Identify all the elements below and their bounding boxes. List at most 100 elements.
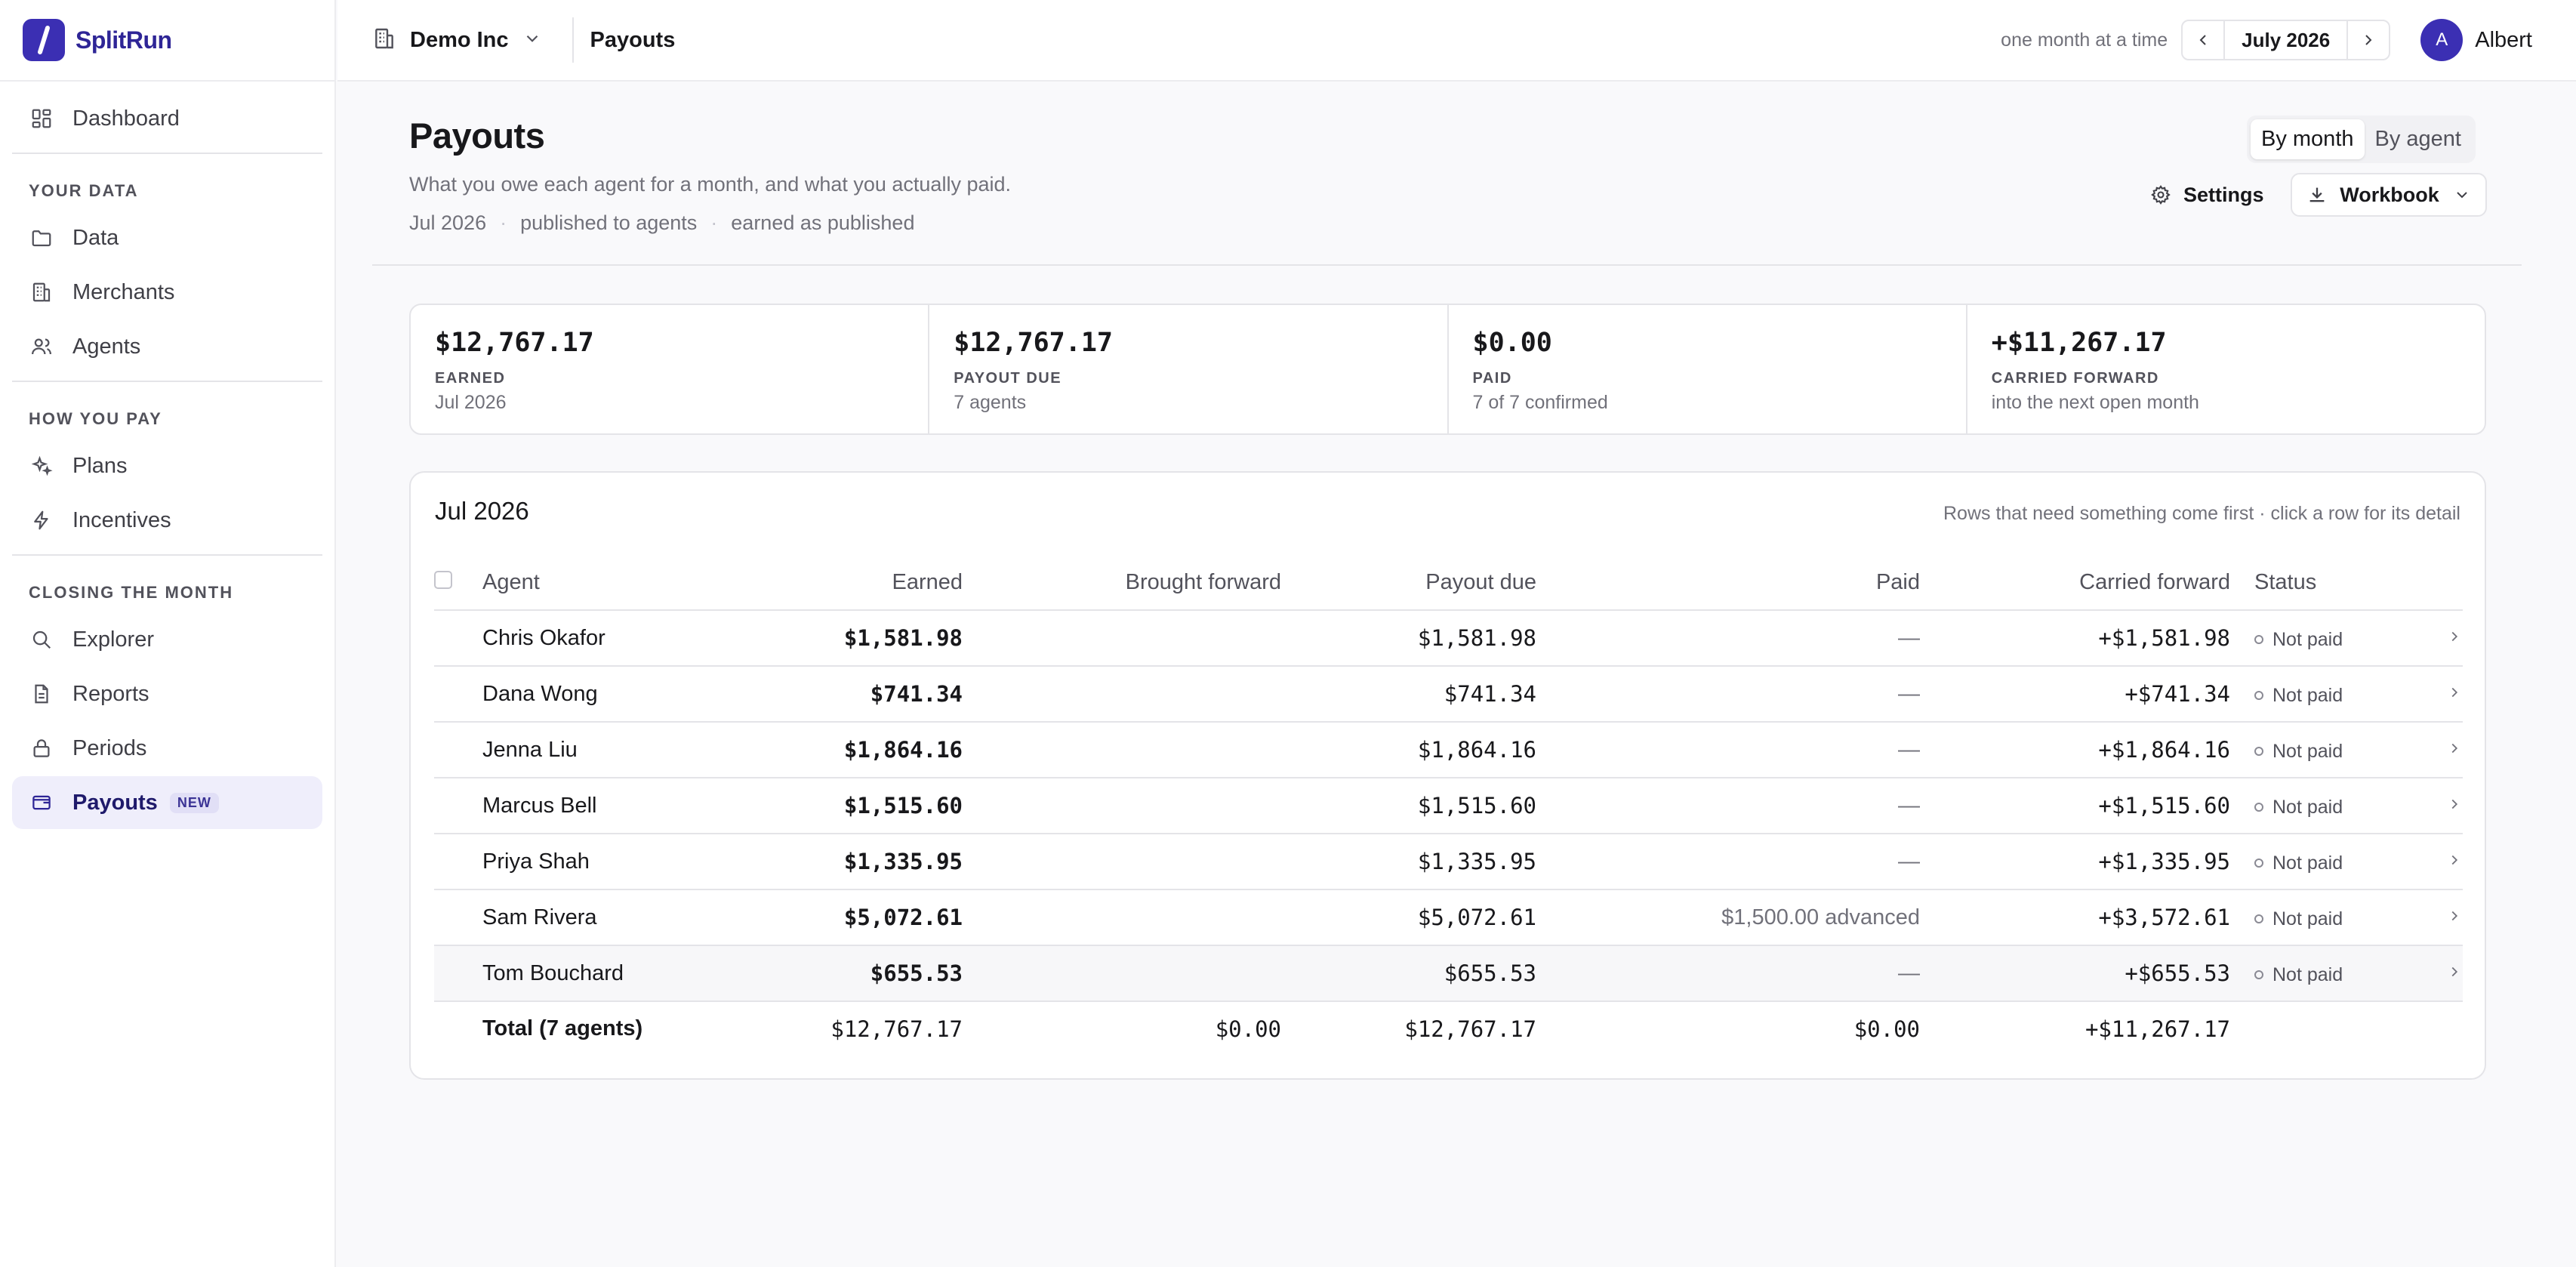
column-header-agent[interactable]: Agent [482,556,709,611]
org-switcher[interactable]: Demo Inc [337,0,542,80]
brand-logo-icon [23,19,65,61]
sidebar-item-merchants[interactable]: Merchants [12,266,322,319]
status-badge: Not paid [2254,797,2343,818]
table-row[interactable]: Marcus Bell $1,515.60 $1,515.60— +$1,515.60… [434,778,2463,834]
page-subtitle: What you owe each agent for a month, and… [409,173,1011,196]
status-dot-icon [2254,859,2263,868]
brand-name: SplitRun [75,26,172,54]
avatar[interactable]: A [2420,19,2464,61]
brand[interactable]: SplitRun [0,0,334,82]
payouts-table-card: Jul 2026 Rows that need something come f… [409,471,2486,1080]
sidebar-item-periods[interactable]: Periods [12,722,322,775]
row-open-cell[interactable] [2430,834,2463,890]
row-select-cell [434,889,482,946]
sidebar-nav: Dashboard YOUR DATA Data Merchants Agent… [0,82,334,829]
row-open-cell[interactable] [2430,722,2463,778]
chevron-right-icon [2451,966,2458,976]
status-badge: Not paid [2254,741,2343,763]
cell-status: Not paid [2230,610,2430,667]
select-all-cell [434,556,482,611]
previous-period-button[interactable] [2183,21,2223,59]
stat-label: PAYOUT DUE [954,370,1062,387]
sidebar-item-label: Merchants [72,279,175,304]
sidebar-item-plans[interactable]: Plans [12,439,322,492]
cell-status: Not paid [2230,834,2430,890]
cell-brought-forward [963,666,1281,723]
table-hint: Rows that need something come first · cl… [1943,503,2460,524]
cell-earned: $1,515.60 [709,778,963,834]
nav-section-title: YOUR DATA [29,181,139,200]
cell-status: Not paid [2230,945,2430,1002]
column-header-earned[interactable]: Earned [709,556,963,611]
sparkles-icon [29,453,54,479]
cell-brought-forward [963,778,1281,834]
period-label[interactable]: July 2026 [2223,21,2349,59]
column-header-status[interactable]: Status [2230,556,2430,611]
payouts-table: Agent Earned Brought forward Payout due … [434,556,2463,1056]
lock-icon [29,735,54,761]
new-badge: NEW [169,792,219,813]
cell-earned: $1,864.16 [709,722,963,778]
status-dot-icon [2254,970,2263,980]
select-all-checkbox[interactable] [434,571,452,589]
column-header-brought-forward[interactable]: Brought forward [963,556,1281,611]
sidebar-item-label: Dashboard [72,106,180,131]
settings-button[interactable]: Settings [2150,175,2264,214]
status-label: Not paid [2272,740,2343,762]
column-header-carried-forward[interactable]: Carried forward [1920,556,2230,611]
cell-paid: $1,500.00 advanced [1536,889,1920,946]
cell-earned: $5,072.61 [709,889,963,946]
stat-label: EARNED [435,370,506,387]
row-open-cell[interactable] [2430,889,2463,946]
user-name[interactable]: Albert [2475,27,2532,52]
status-badge: Not paid [2254,908,2343,930]
chevron-right-icon [2451,799,2458,809]
table-row[interactable]: Chris Okafor $1,581.98 $1,581.98— +$1,581.9… [434,610,2463,667]
table-row[interactable]: Dana Wong $741.34 $741.34— +$741.34 Not paid [434,666,2463,723]
cell-earned: $1,335.95 [709,834,963,890]
cell-agent: Sam Rivera [482,889,709,946]
table-row[interactable]: Priya Shah $1,335.95 $1,335.95— +$1,335.95 N… [434,834,2463,890]
column-header-payout-due[interactable]: Payout due [1281,556,1536,611]
stat-note: Jul 2026 [435,392,507,413]
sidebar-item-agents[interactable]: Agents [12,320,322,373]
stat-label: PAID [1472,370,1512,387]
cell-payout-due: $1,864.16 [1281,722,1536,778]
sidebar-item-payouts[interactable]: Payouts NEW [12,776,322,829]
row-open-cell[interactable] [2430,778,2463,834]
sidebar-item-reports[interactable]: Reports [12,667,322,720]
table-row[interactable]: Sam Rivera $5,072.61 $5,072.61 $1,500.00 ad… [434,889,2463,946]
chevron-right-icon [2451,911,2458,920]
total-status [2230,1001,2430,1056]
meta-basis: earned as published [731,211,915,234]
cell-paid: — [1536,834,1920,890]
view-by-agent-button[interactable]: By agent [2374,127,2461,151]
chevron-right-icon [2365,35,2372,45]
meta-separator: · [500,211,507,234]
sidebar-item-incentives[interactable]: Incentives [12,494,322,547]
sidebar-item-dashboard[interactable]: Dashboard [12,92,322,145]
cell-carried-forward: +$1,864.16 [1920,722,2230,778]
cell-payout-due: $1,581.98 [1281,610,1536,667]
row-open-cell[interactable] [2430,610,2463,667]
sidebar-item-explorer[interactable]: Explorer [12,613,322,666]
status-label: Not paid [2272,796,2343,818]
next-period-button[interactable] [2348,21,2389,59]
cell-paid: — [1536,666,1920,723]
table-row[interactable]: Tom Bouchard $655.53 $655.53— +$655.53 Not p… [434,945,2463,1002]
stat-value: $0.00 [1472,328,1552,358]
sidebar-item-label: Payouts [72,790,158,815]
cell-status: Not paid [2230,778,2430,834]
cell-agent: Priya Shah [482,834,709,890]
status-dot-icon [2254,914,2263,924]
row-open-cell[interactable] [2430,945,2463,1002]
column-header-paid[interactable]: Paid [1536,556,1920,611]
view-by-month-button[interactable]: By month [2251,119,2365,159]
chevron-right-icon [2451,631,2458,641]
cell-paid: — [1536,722,1920,778]
row-open-cell[interactable] [2430,666,2463,723]
workbook-button[interactable]: Workbook [2291,173,2487,217]
sidebar-item-label: Data [72,225,119,250]
sidebar-item-data[interactable]: Data [12,211,322,264]
table-row[interactable]: Jenna Liu $1,864.16 $1,864.16— +$1,864.16 No… [434,722,2463,778]
